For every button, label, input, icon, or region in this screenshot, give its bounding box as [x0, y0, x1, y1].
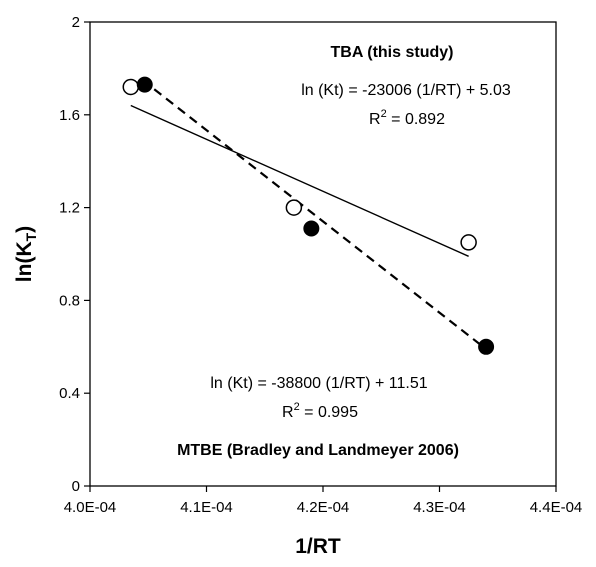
x-axis-title: 1/RT [295, 535, 341, 558]
y-tick-label: 0.4 [59, 385, 80, 402]
tba-fit-line [130, 104, 469, 257]
mtbe-r2: R2 = 0.995 [282, 401, 358, 421]
tba-data-point [460, 234, 477, 251]
y-axis-title: ln(KT) [13, 226, 39, 282]
y-tick-label: 0.8 [59, 292, 80, 309]
mtbe-data-point [303, 220, 320, 237]
mtbe-series-label: MTBE (Bradley and Landmeyer 2006) [177, 442, 459, 459]
x-tick-label: 4.1E-04 [180, 499, 233, 516]
tba-r2: R2 = 0.892 [369, 108, 445, 128]
y-tick-label: 1.6 [59, 107, 80, 124]
tba-points [122, 78, 477, 251]
mtbe-data-point [136, 76, 153, 93]
x-tick-label: 4.4E-04 [530, 499, 583, 516]
tba-equation: ln (Kt) = -23006 (1/RT) + 5.03 [301, 82, 511, 99]
tba-series-label: TBA (this study) [331, 44, 454, 61]
x-tick-label: 4.0E-04 [64, 499, 117, 516]
x-tick-label: 4.3E-04 [413, 499, 466, 516]
mtbe-fit-line [141, 79, 487, 350]
mtbe-data-point [478, 338, 495, 355]
tba-data-point [122, 78, 140, 96]
mtbe-points [136, 76, 495, 355]
x-tick-label: 4.2E-04 [297, 499, 350, 516]
x-axis: 4.0E-04 4.1E-04 4.2E-04 4.3E-04 4.4E-04 [64, 486, 583, 516]
y-tick-label: 2 [72, 14, 80, 31]
y-axis: 0 0.4 0.8 1.2 1.6 2 [59, 14, 90, 495]
y-tick-label: 1.2 [59, 200, 80, 217]
y-tick-label: 0 [72, 478, 80, 495]
tba-data-point [285, 199, 303, 216]
mtbe-equation: ln (Kt) = -38800 (1/RT) + 11.51 [210, 375, 427, 392]
